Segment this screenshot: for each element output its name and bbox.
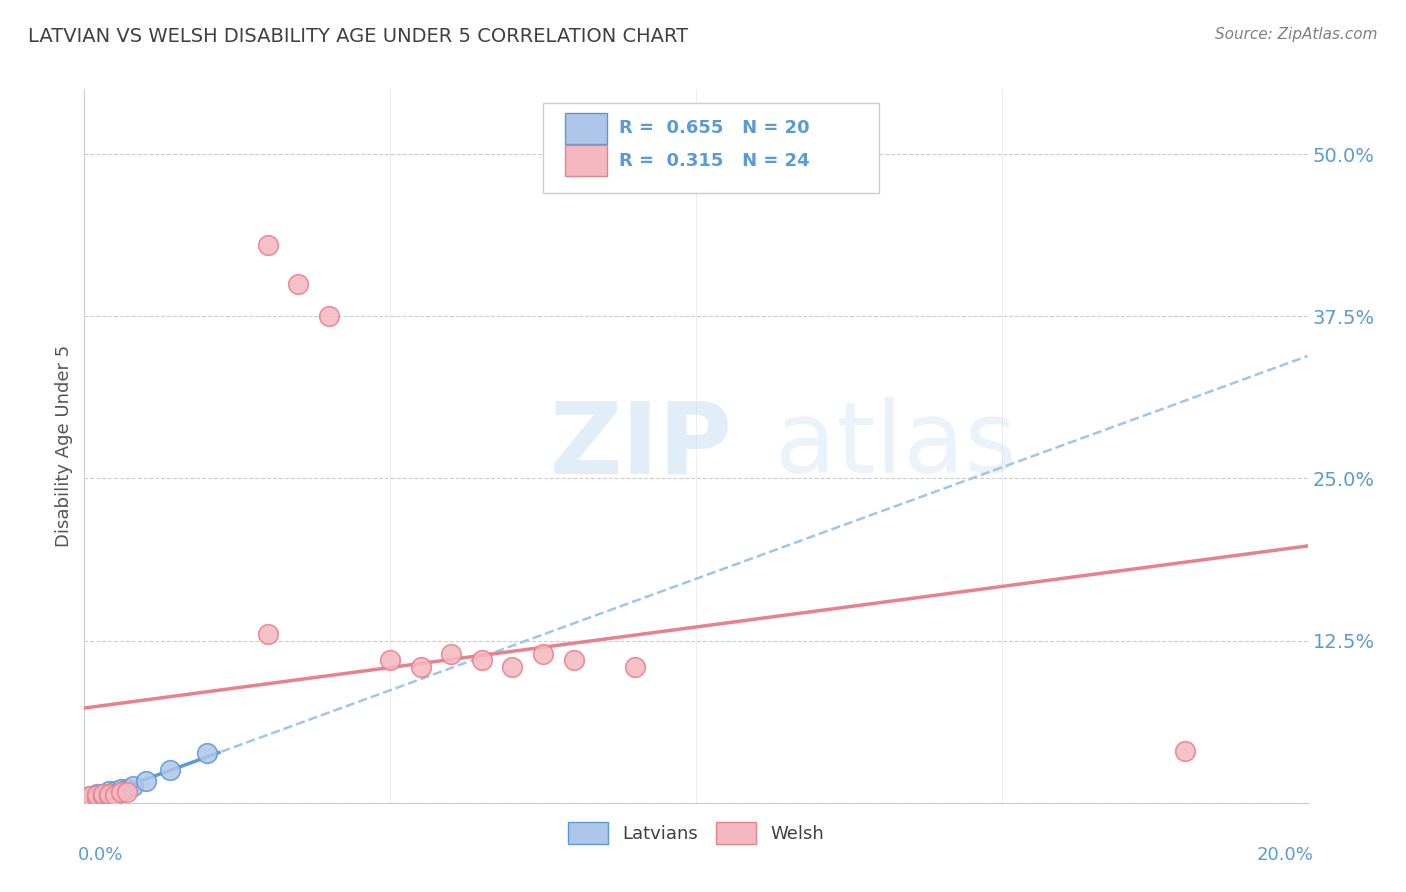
Point [91,788,114,802]
Text: Source: ZipAtlas.com: Source: ZipAtlas.com [1215,27,1378,42]
Point [104,788,127,802]
Point [115,785,138,799]
FancyBboxPatch shape [565,112,606,145]
Text: 20.0%: 20.0% [1257,846,1313,863]
Point [257,627,280,641]
FancyBboxPatch shape [565,145,606,177]
Point [257,238,280,252]
Point [79,792,101,806]
Point [440,647,463,661]
Point [110,781,132,796]
Point [79,792,101,806]
Point [287,277,309,291]
Point [91,789,114,804]
Point [91,787,114,801]
Legend: Latvians, Welsh: Latvians, Welsh [561,814,831,851]
Point [91,789,114,804]
Point [79,789,101,804]
Point [86,788,108,802]
Point [79,789,101,804]
Point [409,659,432,673]
Point [104,784,127,798]
Text: atlas: atlas [776,398,1017,494]
Text: LATVIAN VS WELSH DISABILITY AGE UNDER 5 CORRELATION CHART: LATVIAN VS WELSH DISABILITY AGE UNDER 5 … [28,27,689,45]
Point [86,789,108,804]
Point [624,659,647,673]
Point [86,788,108,802]
Point [91,787,114,801]
Text: R =  0.655   N = 20: R = 0.655 N = 20 [619,120,810,137]
Point [86,787,108,801]
Point [318,310,340,324]
Point [97,789,120,804]
Point [110,784,132,798]
Point [159,764,181,778]
Text: R =  0.315   N = 24: R = 0.315 N = 24 [619,152,810,169]
Point [86,790,108,805]
Point [531,647,554,661]
Point [502,659,524,673]
Point [97,787,120,801]
Point [195,747,218,761]
FancyBboxPatch shape [543,103,880,193]
Point [110,785,132,799]
Point [97,787,120,801]
Point [471,653,494,667]
Point [380,653,402,667]
Point [135,773,157,788]
Point [86,790,108,805]
Text: 0.0%: 0.0% [79,846,124,863]
Point [562,653,585,667]
Point [115,781,138,796]
Text: ZIP: ZIP [550,398,733,494]
Point [97,784,120,798]
Point [122,779,145,793]
Point [104,787,127,801]
Y-axis label: Disability Age Under 5: Disability Age Under 5 [55,345,73,547]
Point [1174,744,1197,758]
